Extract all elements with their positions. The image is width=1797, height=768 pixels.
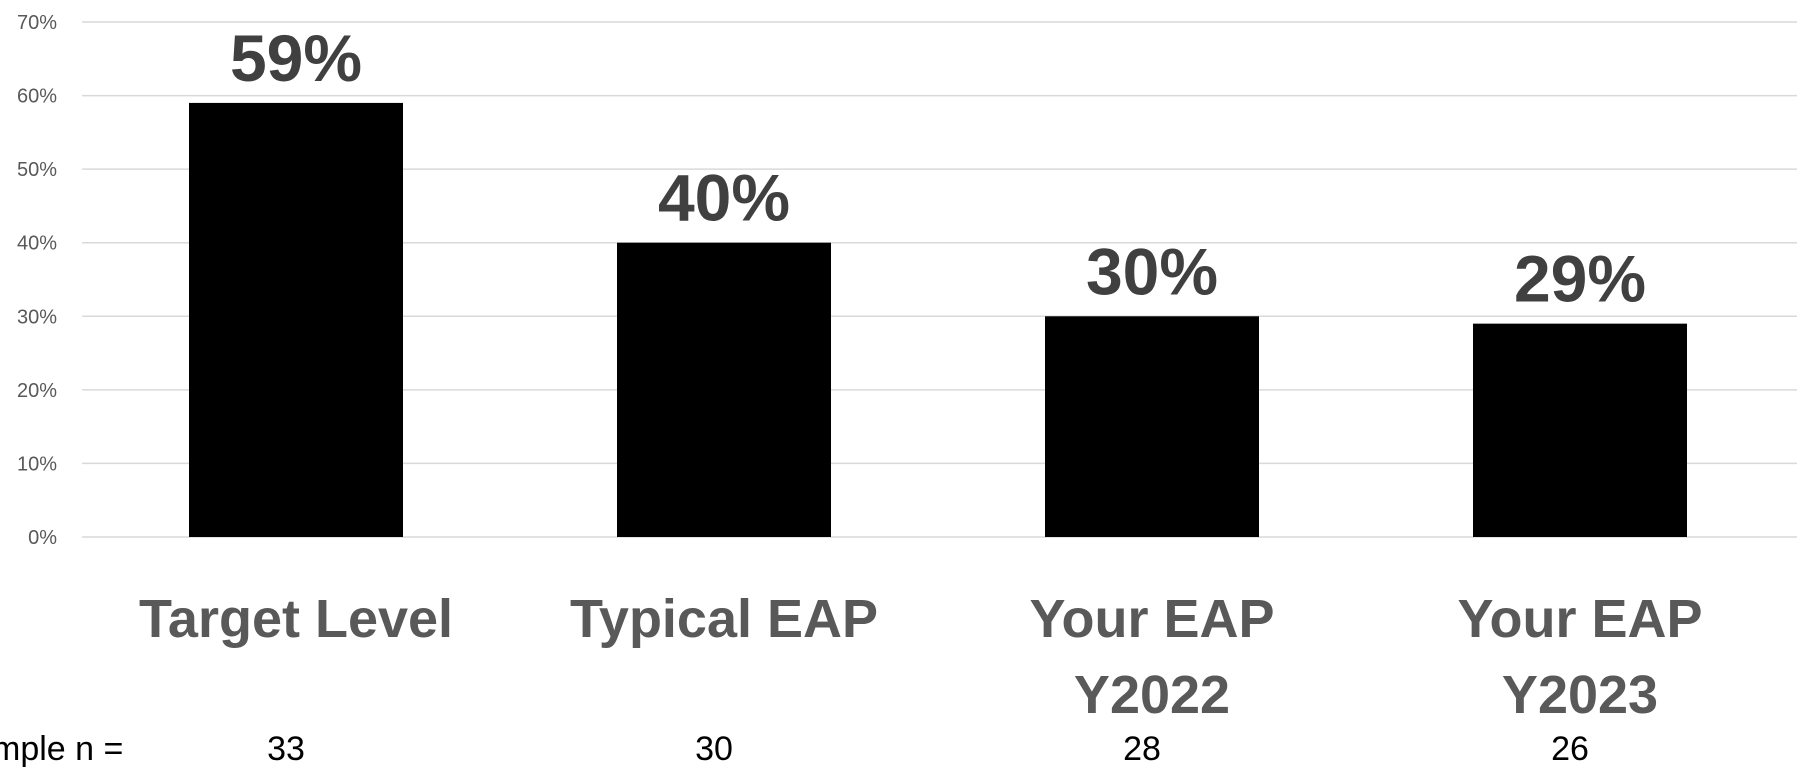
- y-tick-label: 30%: [17, 306, 57, 328]
- sample-size-value: 26: [1551, 730, 1589, 768]
- category-labels: Target Level Typical EAP Your EAP Y2022 Your…: [139, 589, 1703, 725]
- data-label: 30%: [1086, 234, 1218, 308]
- y-tick-label: 70%: [17, 12, 57, 34]
- y-tick-label: 20%: [17, 380, 57, 402]
- y-tick-label: 0%: [28, 527, 57, 549]
- y-axis-tick-labels: 0% 10% 20% 30% 40% 50% 60% 70%: [17, 12, 57, 549]
- sample-size-value: 28: [1123, 730, 1161, 768]
- y-tick-label: 10%: [17, 453, 57, 475]
- y-tick-label: 50%: [17, 159, 57, 181]
- data-labels: 59% 40% 30% 29%: [230, 21, 1646, 316]
- y-tick-label: 40%: [17, 233, 57, 255]
- bar: [1045, 316, 1259, 537]
- bar: [617, 242, 831, 537]
- category-label: Your EAP: [1457, 589, 1702, 649]
- category-label: Your EAP: [1029, 589, 1274, 649]
- bar: [189, 102, 403, 537]
- bar: [1473, 323, 1687, 537]
- category-label: Target Level: [139, 589, 453, 649]
- sample-size-label: mple n =: [0, 730, 123, 768]
- sample-size-value: 30: [695, 730, 733, 768]
- data-label: 29%: [1514, 242, 1646, 316]
- sample-size-value: 33: [267, 730, 305, 768]
- y-tick-label: 60%: [17, 86, 57, 108]
- bars: [189, 102, 1687, 537]
- data-label: 59%: [230, 21, 362, 95]
- category-label: Y2023: [1502, 665, 1658, 725]
- sample-size-row: mple n = 33 30 28 26: [0, 730, 1589, 768]
- category-label: Y2022: [1074, 665, 1230, 725]
- category-label: Typical EAP: [570, 589, 878, 649]
- data-label: 40%: [658, 161, 790, 235]
